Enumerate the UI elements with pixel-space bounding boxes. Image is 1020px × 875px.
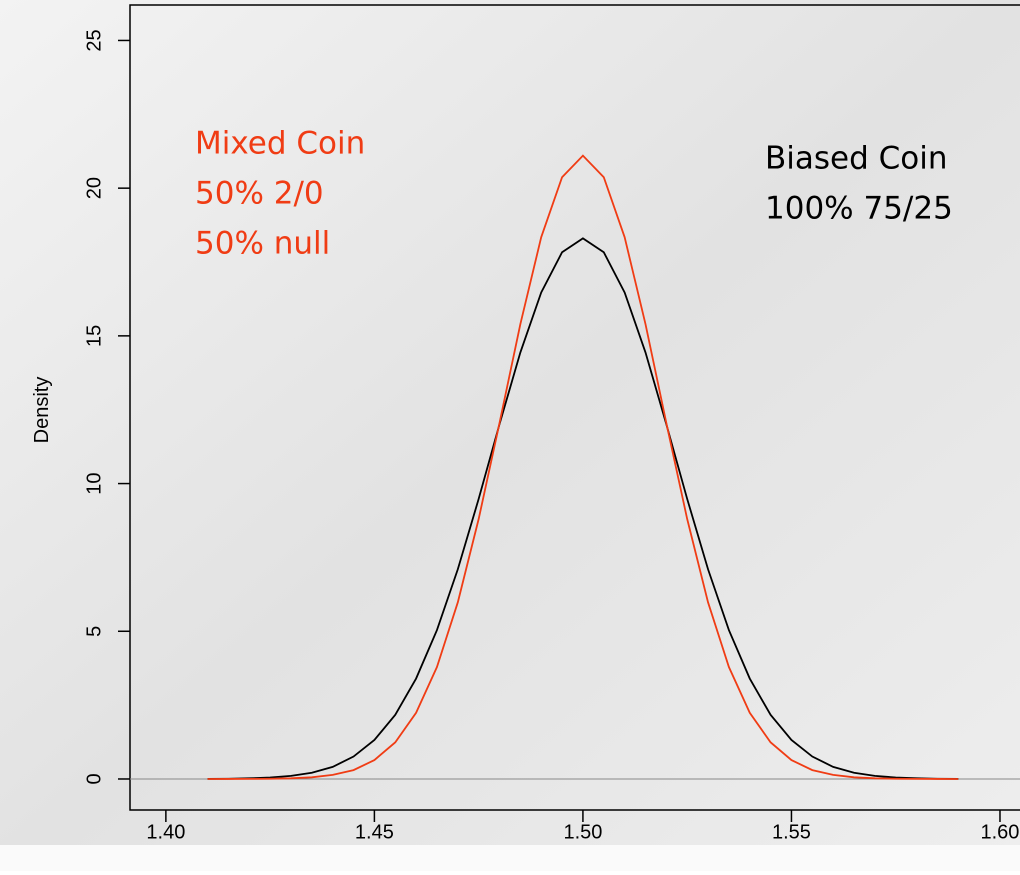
y-tick-label: 0 [83,773,105,784]
y-tick-label: 15 [83,325,105,347]
page: Density 0 5 10 15 20 25 1.40 1.45 1.50 1.55 1.60 Mi… [0,0,1020,871]
background [0,0,1020,871]
x-tick-label: 1.55 [772,821,811,843]
y-tick-label: 10 [83,472,105,494]
x-tick-label: 1.50 [563,821,602,843]
annotation: 50% 2/0 [195,176,324,212]
annotation: 100% 75/25 [765,191,953,227]
y-tick-label: 20 [83,177,105,199]
annotation: Mixed Coin [195,126,365,162]
y-axis-label: Density [31,377,53,444]
chart: Density 0 5 10 15 20 25 1.40 1.45 1.50 1.55 1.60 Mi… [0,0,1020,871]
y-tick-label: 5 [83,626,105,637]
annotation: 50% null [195,226,330,262]
x-tick-label: 1.40 [146,821,185,843]
annotation: Biased Coin [765,141,948,177]
bottom-band [0,845,1020,871]
y-tick-label: 25 [83,29,105,51]
x-tick-label: 1.45 [355,821,394,843]
x-tick-label: 1.60 [981,821,1020,843]
